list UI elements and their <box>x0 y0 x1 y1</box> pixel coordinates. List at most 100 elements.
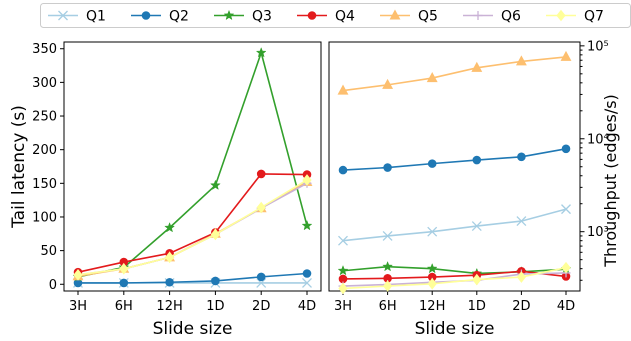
legend-label: Q4 <box>335 9 355 25</box>
data-point <box>165 277 174 287</box>
y-tick-label: 10³ <box>587 225 609 240</box>
data-point <box>256 201 266 214</box>
y-tick-label: 200 <box>32 143 57 158</box>
x-axis-label: Slide size <box>153 319 233 337</box>
x-tick-label: 1D <box>206 299 224 314</box>
series-q2 <box>338 144 571 175</box>
data-point <box>256 272 266 282</box>
x-axis-label: Slide size <box>415 319 495 337</box>
x-tick-label: 2D <box>252 299 270 314</box>
series-line-q4 <box>342 270 567 280</box>
data-point <box>517 152 526 162</box>
data-point <box>426 262 438 274</box>
x-tick-label: 12H <box>419 299 445 314</box>
data-point <box>471 61 483 72</box>
y-tick-label: 0 <box>49 278 57 293</box>
data-point <box>210 228 221 241</box>
data-point <box>382 280 393 292</box>
data-point <box>427 159 437 168</box>
y-tick-label: 100 <box>32 210 57 225</box>
legend-label: Q3 <box>252 9 272 25</box>
data-point <box>301 220 313 231</box>
series-q2 <box>73 269 312 288</box>
data-point <box>472 155 482 165</box>
y-axis-label: Throughput (edges/s) <box>601 94 620 268</box>
data-point <box>561 204 571 215</box>
legend: Q1 Q2 Q3 Q4 Q5 Q6 Q7 <box>40 3 631 28</box>
y-tick-label: 50 <box>40 244 57 259</box>
series-line-q7 <box>342 266 567 290</box>
series-q3 <box>337 260 572 279</box>
data-point <box>302 174 312 186</box>
legend-label: Q1 <box>86 9 106 25</box>
data-point <box>211 276 220 286</box>
data-point <box>561 144 571 154</box>
data-point <box>338 165 348 175</box>
x-tick-label: 12H <box>156 299 182 314</box>
legend-item-q6: Q6 <box>463 9 521 25</box>
data-point <box>119 262 129 275</box>
series-q5 <box>337 50 572 95</box>
data-point <box>338 235 348 246</box>
series-q7 <box>73 174 312 281</box>
series-line-q5 <box>342 56 567 92</box>
data-point <box>337 84 349 95</box>
series-q5 <box>72 175 313 281</box>
x-tick-label: 6H <box>379 299 397 314</box>
series-q7 <box>338 261 571 295</box>
y-tick-label: 250 <box>32 110 57 125</box>
left-chart-latency: 3H 6H 12H 1D 2D 4D Slide size 0 50 100 150 200 250 30… <box>9 41 322 339</box>
y-tick-label: 350 <box>32 42 57 57</box>
data-point <box>209 179 221 190</box>
series-line-q4 <box>77 173 308 273</box>
legend-marker <box>141 11 151 20</box>
legend-label: Q6 <box>501 9 521 25</box>
data-point <box>255 47 267 58</box>
series-q6 <box>73 178 312 280</box>
series-q1 <box>338 204 571 246</box>
legend-marker <box>473 11 483 20</box>
legend-item-q3: Q3 <box>214 9 272 25</box>
y-tick-label: 300 <box>32 76 57 91</box>
x-tick-label: 1D <box>468 299 486 314</box>
data-point <box>560 50 572 61</box>
legend-marker <box>58 10 68 21</box>
data-point <box>164 222 176 233</box>
x-tick-label: 3H <box>334 299 352 314</box>
y-tick-label: 10⁴ <box>587 132 609 147</box>
data-point <box>119 278 129 288</box>
plot-frame <box>328 41 581 292</box>
legend-item-q1: Q1 <box>48 9 106 25</box>
data-point <box>164 251 175 264</box>
data-point <box>302 269 312 278</box>
legend-marker <box>556 9 566 22</box>
series-q4 <box>338 266 571 284</box>
series-line-q6 <box>77 182 308 276</box>
legend-item-q2: Q2 <box>131 9 189 25</box>
x-tick-label: 3H <box>69 299 87 314</box>
data-point <box>516 216 527 227</box>
series-line-q2 <box>342 148 567 171</box>
data-point <box>382 230 393 241</box>
data-point <box>302 277 312 288</box>
x-tick-label: 6H <box>115 299 133 314</box>
series-line-q1 <box>342 208 567 242</box>
y-tick-label: 150 <box>32 177 57 192</box>
data-point <box>337 265 349 276</box>
data-point <box>515 55 527 66</box>
plot-frame <box>63 41 322 292</box>
x-tick-label: 4D <box>298 299 316 314</box>
x-tick-label: 2D <box>512 299 530 314</box>
legend-item-q7: Q7 <box>546 9 604 25</box>
legend-marker <box>307 11 317 20</box>
data-point <box>472 273 482 286</box>
y-axis-label: Tail latency (s) <box>9 105 29 229</box>
data-point <box>382 260 394 272</box>
data-point <box>256 169 266 179</box>
legend-marker <box>389 9 401 20</box>
data-point <box>426 72 438 83</box>
series-q4 <box>73 169 312 277</box>
data-point <box>516 271 527 283</box>
data-point <box>383 163 392 172</box>
